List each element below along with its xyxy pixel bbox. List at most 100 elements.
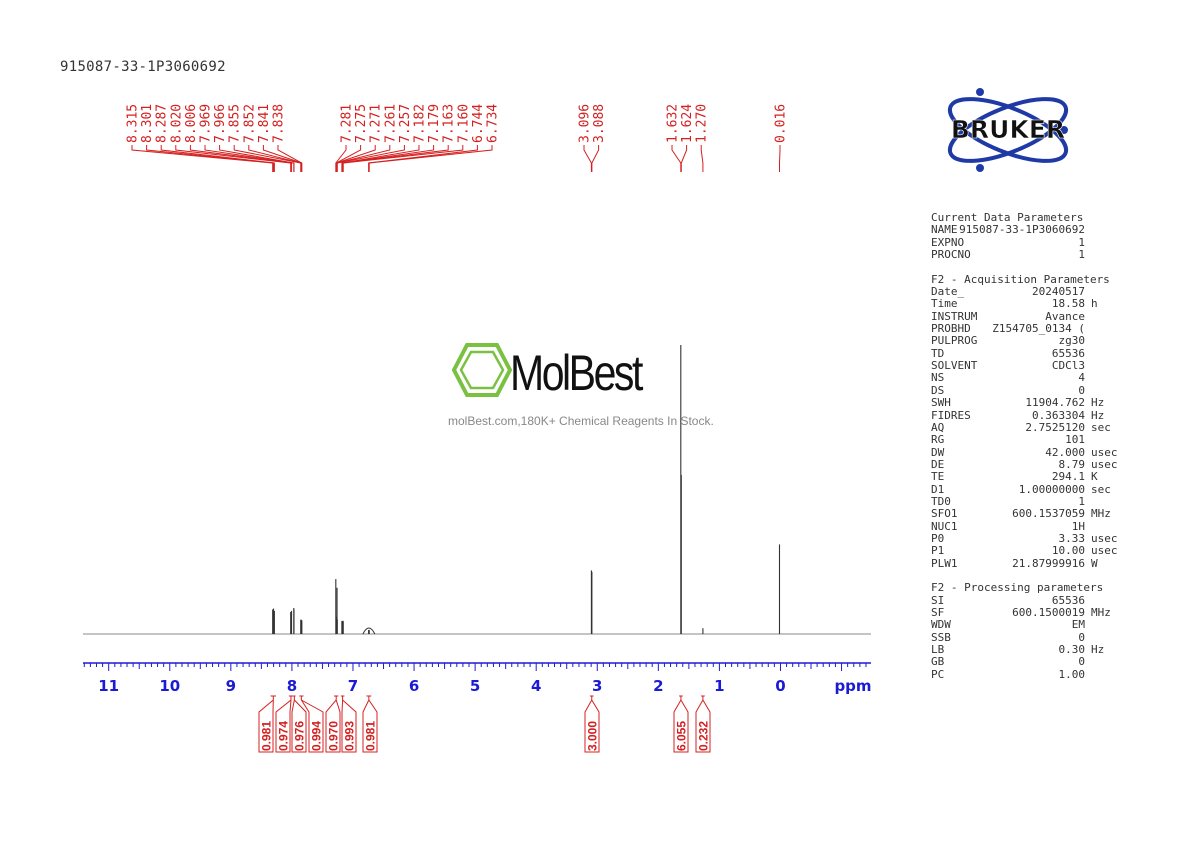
param-row: NAME 915087-33-1P3060692 [931, 223, 1121, 236]
peak-shift-label: 7.182 [413, 104, 428, 143]
param-value: EM [1071, 618, 1085, 632]
integral-value-label: 0.993 [343, 721, 357, 751]
param-unit: usec [1091, 457, 1118, 471]
peak-shift-label: 7.969 [199, 104, 214, 143]
peak-shift-label: 3.088 [592, 104, 607, 143]
param-key: PULPROG [931, 334, 978, 348]
integral-bracket [584, 696, 600, 753]
peak-connector [342, 145, 464, 172]
axis-tick-label: 2 [653, 677, 663, 695]
param-group: Current Data Parameters NAME 915087-33-1P3… [931, 211, 1121, 261]
param-value: 8.79 [1058, 457, 1086, 471]
param-row: TD0 1 [931, 495, 1121, 508]
integral-value-label: 0.994 [310, 721, 324, 751]
param-unit: MHz [1091, 507, 1111, 521]
param-unit: W [1091, 556, 1098, 570]
benzene-logo-icon [452, 343, 512, 397]
peak-shift-label: 1.624 [680, 104, 695, 143]
param-row: WDW EM [931, 618, 1121, 632]
param-row: RG 101 [931, 433, 1121, 446]
param-value: 4 [1078, 371, 1085, 385]
peak-shift-label: 7.855 [228, 104, 243, 143]
param-value: 65536 [1051, 593, 1085, 607]
param-unit: K [1091, 470, 1098, 484]
param-unit: usec [1091, 445, 1118, 459]
param-row: P0 3.33 usec [931, 531, 1121, 545]
peak-connector [219, 145, 295, 172]
peak-shift-label: 7.160 [456, 104, 471, 143]
param-row: PROCNO 1 [931, 248, 1121, 261]
peak-connector [671, 145, 682, 172]
param-unit [1085, 360, 1121, 372]
param-value: 1.00 [1058, 667, 1086, 681]
param-key: DE [931, 457, 945, 471]
param-row: PULPROG zg30 [931, 334, 1121, 348]
param-row: SWH 11904.762 Hz [931, 396, 1121, 409]
param-key: WDW [931, 618, 951, 632]
param-value: 0.363304 [1032, 408, 1085, 422]
param-row: LB 0.30 Hz [931, 643, 1121, 657]
param-value: 0.30 [1058, 643, 1086, 657]
peak-shift-label: 7.163 [442, 104, 457, 143]
param-value: Z154705_0134 ( [992, 322, 1085, 336]
peak-connector [146, 145, 275, 172]
peak-connector [591, 145, 600, 172]
axis-label: ppm [834, 677, 871, 695]
param-value: 1 [1078, 235, 1085, 249]
peak-connector [189, 145, 293, 172]
param-group: F2 - Acquisition Parameters Date_ 20240517… [931, 273, 1121, 570]
peak-connector [175, 145, 292, 172]
peak-shift-label: 6.744 [471, 104, 486, 143]
param-value: 65536 [1051, 346, 1085, 360]
param-row: TD 65536 [931, 346, 1121, 360]
param-unit: sec [1091, 420, 1111, 434]
param-row: DE 8.79 usec [931, 457, 1121, 471]
peak-connector [368, 145, 493, 172]
param-value: 3.33 [1058, 531, 1086, 545]
param-key: SF [931, 606, 945, 619]
peak-shift-label: 7.261 [383, 104, 398, 143]
axis-tick-label: 0 [775, 677, 785, 695]
param-unit: usec [1091, 544, 1118, 558]
peak-connector [341, 145, 435, 172]
param-row: GB 0 [931, 656, 1121, 669]
peak-shift-label: 1.632 [666, 104, 681, 143]
param-unit [1085, 335, 1121, 347]
param-key: DW [931, 445, 945, 459]
param-key: PC [931, 667, 945, 681]
param-value: 20240517 [1032, 285, 1085, 299]
param-value: 600.1537059 [1012, 507, 1085, 521]
param-unit [1085, 311, 1121, 323]
param-value: 0 [1078, 630, 1085, 644]
param-key: AQ [931, 420, 945, 434]
integral-value-label: 0.981 [260, 721, 274, 751]
param-row: FIDRES 0.363304 Hz [931, 408, 1121, 422]
param-unit [1085, 434, 1121, 446]
peak-shift-label: 7.179 [427, 104, 442, 143]
param-value: 2.7525120 [1025, 420, 1085, 434]
peak-connector [700, 145, 704, 172]
integral-bracket [341, 696, 357, 753]
param-unit [1085, 372, 1121, 384]
peak-connector [680, 145, 688, 172]
param-value: 21.87999916 [1012, 556, 1085, 570]
acquisition-parameters-panel: Current Data Parameters NAME 915087-33-1P3… [931, 211, 1121, 693]
param-key: PROBHD [931, 322, 971, 336]
axis-tick-label: 9 [226, 677, 236, 695]
param-unit [1085, 656, 1121, 668]
bruker-logo: BRUKER [922, 84, 1094, 184]
param-key: SSB [931, 630, 951, 644]
axis-tick-label: 3 [592, 677, 602, 695]
param-group-title: F2 - Processing parameters [931, 581, 1104, 595]
param-row: SOLVENT CDCl3 [931, 359, 1121, 372]
param-row: INSTRUM Avance [931, 310, 1121, 323]
param-value: 10.00 [1051, 544, 1085, 558]
integral-value-label: 3.000 [586, 721, 600, 751]
param-key: Time [931, 297, 958, 311]
param-row: PROBHD Z154705_0134 ( [931, 322, 1121, 336]
integral-value-label: 0.970 [327, 721, 341, 751]
peak-connector [368, 145, 478, 172]
param-row: TE 294.1 K [931, 470, 1121, 484]
param-group: F2 - Processing parameters SI 65536 SF 600.1… [931, 581, 1121, 681]
